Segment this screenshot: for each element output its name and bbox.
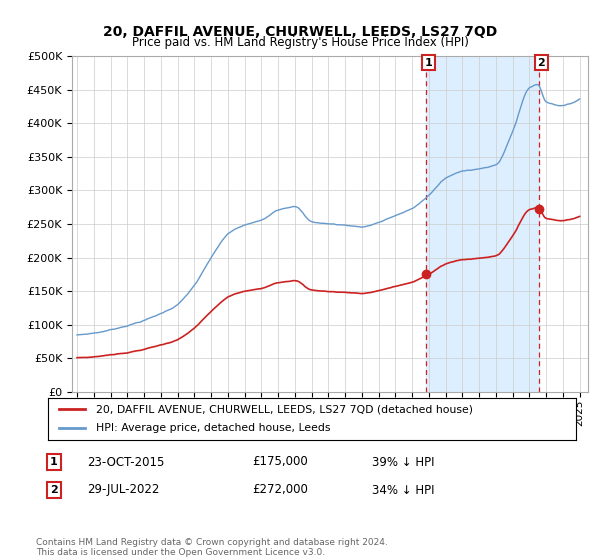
Text: Contains HM Land Registry data © Crown copyright and database right 2024.
This d: Contains HM Land Registry data © Crown c… (36, 538, 388, 557)
Text: £272,000: £272,000 (252, 483, 308, 497)
Text: 2: 2 (50, 485, 58, 495)
Text: 34% ↓ HPI: 34% ↓ HPI (372, 483, 434, 497)
Text: 39% ↓ HPI: 39% ↓ HPI (372, 455, 434, 469)
Text: HPI: Average price, detached house, Leeds: HPI: Average price, detached house, Leed… (95, 423, 330, 433)
Text: 1: 1 (50, 457, 58, 467)
Text: 2: 2 (538, 58, 545, 68)
Text: 29-JUL-2022: 29-JUL-2022 (87, 483, 160, 497)
Text: 1: 1 (424, 58, 432, 68)
Text: 20, DAFFIL AVENUE, CHURWELL, LEEDS, LS27 7QD (detached house): 20, DAFFIL AVENUE, CHURWELL, LEEDS, LS27… (95, 404, 473, 414)
Text: 20, DAFFIL AVENUE, CHURWELL, LEEDS, LS27 7QD: 20, DAFFIL AVENUE, CHURWELL, LEEDS, LS27… (103, 25, 497, 39)
Bar (426, 56, 539, 392)
Text: Price paid vs. HM Land Registry's House Price Index (HPI): Price paid vs. HM Land Registry's House … (131, 36, 469, 49)
Text: 23-OCT-2015: 23-OCT-2015 (87, 455, 164, 469)
Text: £175,000: £175,000 (252, 455, 308, 469)
